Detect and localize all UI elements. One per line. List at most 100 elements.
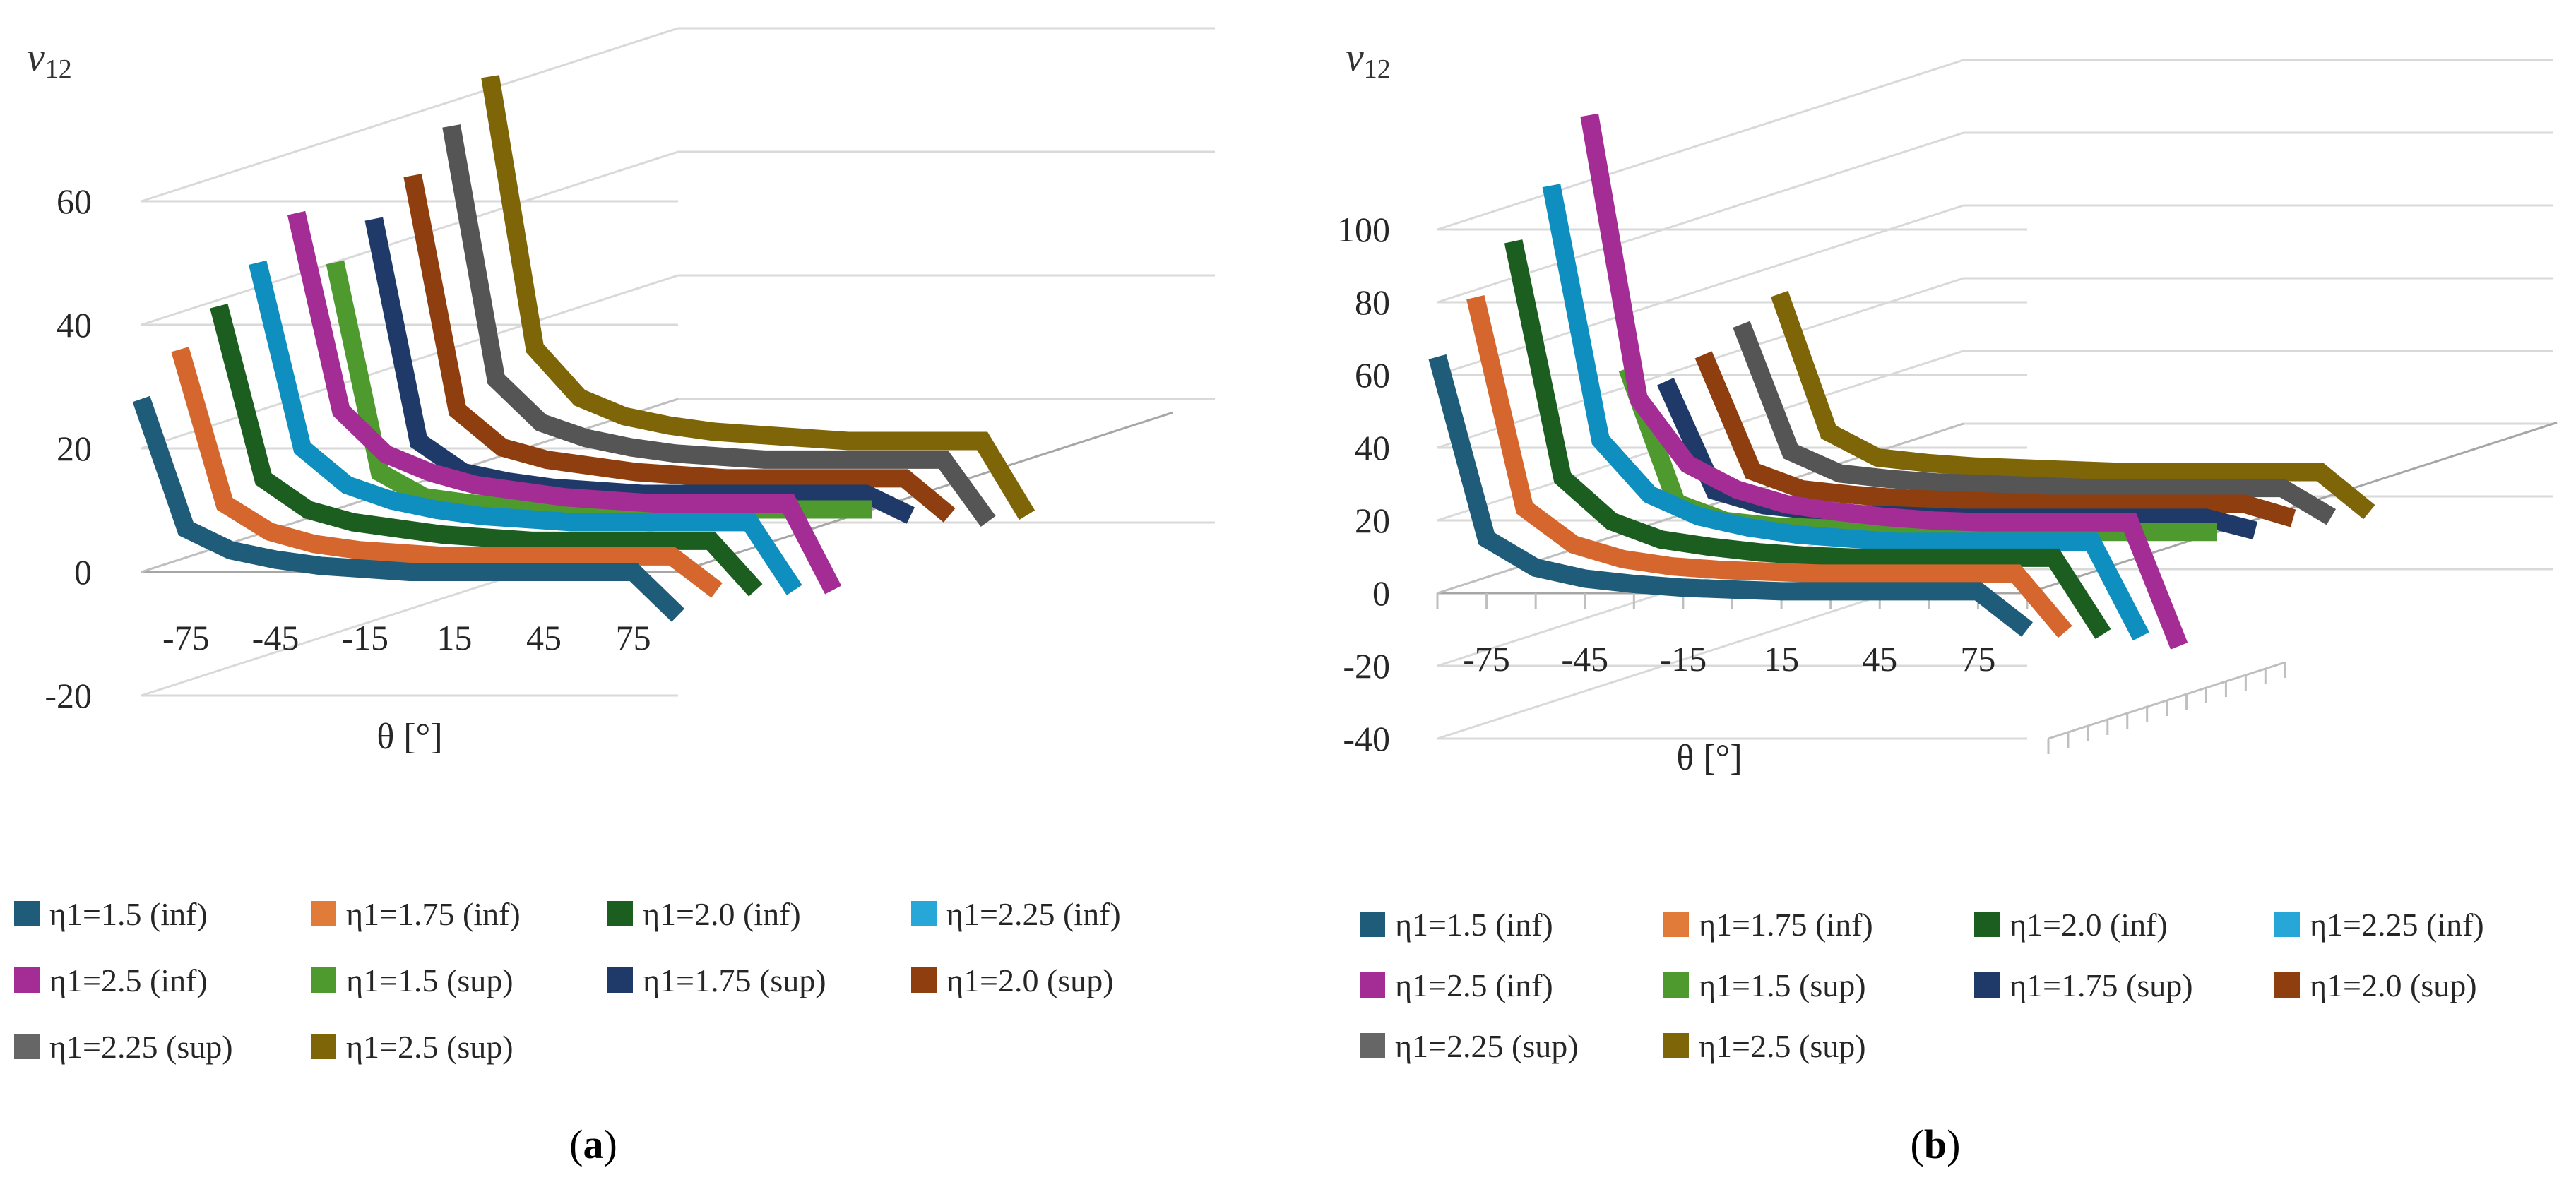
- legend-swatch: [2274, 972, 2300, 998]
- legend-label: η1=2.25 (sup): [49, 1029, 233, 1065]
- legend: η1=1.5 (inf) η1=1.75 (inf) η1=2.0 (inf) η1=…: [1360, 907, 2484, 1064]
- legend-entry: η1=1.75 (sup): [607, 962, 826, 998]
- y-tick-label: -20: [1343, 646, 1390, 686]
- x-axis-ticks: -75 -45 -15 15 45 75: [162, 618, 651, 657]
- series-line-2: η1=1.75 (inf): [1466, 295, 2072, 638]
- y-tick-label: 100: [1337, 210, 1390, 249]
- x-tick-label: 15: [1764, 639, 1799, 679]
- series-line-3: η1=2.0 (inf): [1504, 239, 2111, 640]
- legend-entry: η1=1.5 (sup): [1663, 967, 1866, 1003]
- series-layer: η1=2.5 (sup)η1=2.25 (sup)η1=2.0 (sup)η1=…: [132, 75, 1035, 622]
- y-tick-label: -20: [44, 676, 92, 715]
- legend: η1=1.5 (inf) η1=1.75 (inf) η1=2.0 (inf) η1=…: [14, 896, 1121, 1065]
- x-tick-label: 75: [616, 618, 651, 657]
- legend-label: η1=1.75 (sup): [2010, 967, 2193, 1003]
- legend-entry: η1=1.75 (sup): [1974, 967, 2193, 1003]
- series-line-9: η1=2.25 (sup): [1733, 321, 2337, 525]
- series-line-1: η1=1.5 (inf): [132, 395, 685, 622]
- gridline-y: [141, 274, 1215, 450]
- y-axis-title-main: ν: [1346, 34, 1364, 80]
- series-line-8: η1=2.0 (sup): [403, 174, 956, 523]
- legend-entry: η1=1.5 (inf): [14, 896, 208, 932]
- legend-label: η1=2.0 (inf): [2010, 907, 2168, 943]
- x-tick-label: -75: [162, 618, 210, 657]
- y-tick-label: 80: [1355, 282, 1390, 322]
- legend-entry: η1=1.75 (inf): [1663, 907, 1873, 943]
- series-line-5: η1=2.5 (inf): [287, 210, 842, 595]
- legend-swatch: [607, 967, 633, 993]
- series-line-5: η1=2.5 (inf): [1580, 113, 2188, 650]
- y-axis-title-sub: 12: [1364, 54, 1391, 84]
- legend-swatch: [1360, 912, 1385, 937]
- legend-swatch: [1663, 972, 1689, 998]
- legend-entry: η1=2.25 (sup): [1360, 1028, 1579, 1064]
- y-axis-title: ν12: [1346, 34, 1391, 84]
- legend-entry: η1=2.0 (sup): [2274, 967, 2477, 1003]
- gridlines: [141, 27, 1215, 697]
- y-tick-label: 0: [1372, 573, 1390, 613]
- legend-entry: η1=2.25 (sup): [14, 1029, 233, 1065]
- caption-open: (: [1911, 1121, 1924, 1167]
- y-axis-title-main: ν: [27, 34, 45, 80]
- legend-label: η1=1.75 (inf): [1699, 907, 1873, 943]
- legend-entry: η1=1.5 (sup): [311, 962, 514, 998]
- y-tick-label: 60: [57, 181, 92, 221]
- legend-swatch: [14, 901, 40, 926]
- series-line-9: η1=2.25 (sup): [442, 124, 996, 527]
- legend-swatch: [14, 1034, 40, 1059]
- gridline-y: [141, 27, 1215, 203]
- panel-caption: (a): [569, 1121, 617, 1167]
- legend-entry: η1=2.5 (sup): [1663, 1028, 1866, 1064]
- legend-swatch: [1360, 1033, 1385, 1058]
- series-line-3: η1=2.0 (inf): [210, 304, 763, 597]
- y-tick-label: -40: [1343, 719, 1390, 758]
- legend-swatch: [14, 967, 40, 993]
- series-line-10: η1=2.5 (sup): [1771, 290, 2375, 520]
- series-line-10: η1=2.5 (sup): [481, 75, 1035, 520]
- legend-label: η1=2.0 (sup): [2310, 967, 2477, 1003]
- x-tick-label: 45: [526, 618, 562, 657]
- x-tick-label: 45: [1862, 639, 1897, 679]
- caption-letter: a: [583, 1121, 604, 1167]
- legend-swatch: [1360, 972, 1385, 998]
- caption-open: (: [569, 1121, 583, 1167]
- caption-letter: b: [1924, 1121, 1947, 1167]
- y-tick-label: 20: [57, 429, 92, 468]
- legend-label: η1=1.75 (inf): [346, 896, 521, 932]
- legend-label: η1=2.0 (sup): [946, 962, 1114, 998]
- y-axis-ticks: -40 -20 0 20 40 60 80 100: [1337, 210, 1390, 758]
- series-line-4: η1=2.25 (inf): [249, 260, 802, 595]
- y-axis-title-sub: 12: [45, 54, 72, 84]
- panel-caption: (b): [1911, 1121, 1961, 1167]
- legend-label: η1=2.25 (sup): [1395, 1028, 1579, 1064]
- x-tick-label: -15: [1660, 639, 1707, 679]
- x-tick-label: -15: [341, 618, 388, 657]
- legend-swatch: [311, 1034, 336, 1059]
- gridline-y: [1437, 204, 2553, 376]
- legend-label: η1=2.0 (inf): [643, 896, 801, 932]
- legend-swatch: [311, 901, 336, 926]
- legend-label: η1=1.5 (sup): [346, 962, 514, 998]
- y-tick-label: 40: [1355, 428, 1390, 467]
- legend-entry: η1=2.5 (inf): [1360, 967, 1553, 1003]
- legend-swatch: [1663, 1033, 1689, 1058]
- legend-entry: η1=2.5 (sup): [311, 1029, 514, 1065]
- legend-label: η1=2.5 (inf): [49, 962, 208, 998]
- y-tick-label: 60: [1355, 355, 1390, 395]
- legend-swatch: [2274, 912, 2300, 937]
- x-tick-label: -75: [1463, 639, 1510, 679]
- gridline-y: [141, 150, 1215, 326]
- caption-close: ): [1947, 1121, 1960, 1167]
- x-tick-label: 15: [437, 618, 472, 657]
- legend-entry: η1=2.5 (inf): [14, 962, 208, 998]
- chart-panel-b: η1=2.5 (sup)η1=2.25 (sup)η1=2.0 (sup)η1=…: [1337, 34, 2558, 1167]
- series-line-4: η1=2.25 (inf): [1542, 184, 2149, 641]
- depth-lower-edge: [2048, 661, 2286, 740]
- y-tick-label: 40: [57, 305, 92, 345]
- legend-label: η1=2.5 (inf): [1395, 967, 1553, 1003]
- legend-label: η1=1.5 (inf): [1395, 907, 1553, 943]
- y-tick-label: 0: [74, 552, 92, 592]
- legend-swatch: [1974, 972, 2000, 998]
- legend-entry: η1=2.25 (inf): [2274, 907, 2484, 943]
